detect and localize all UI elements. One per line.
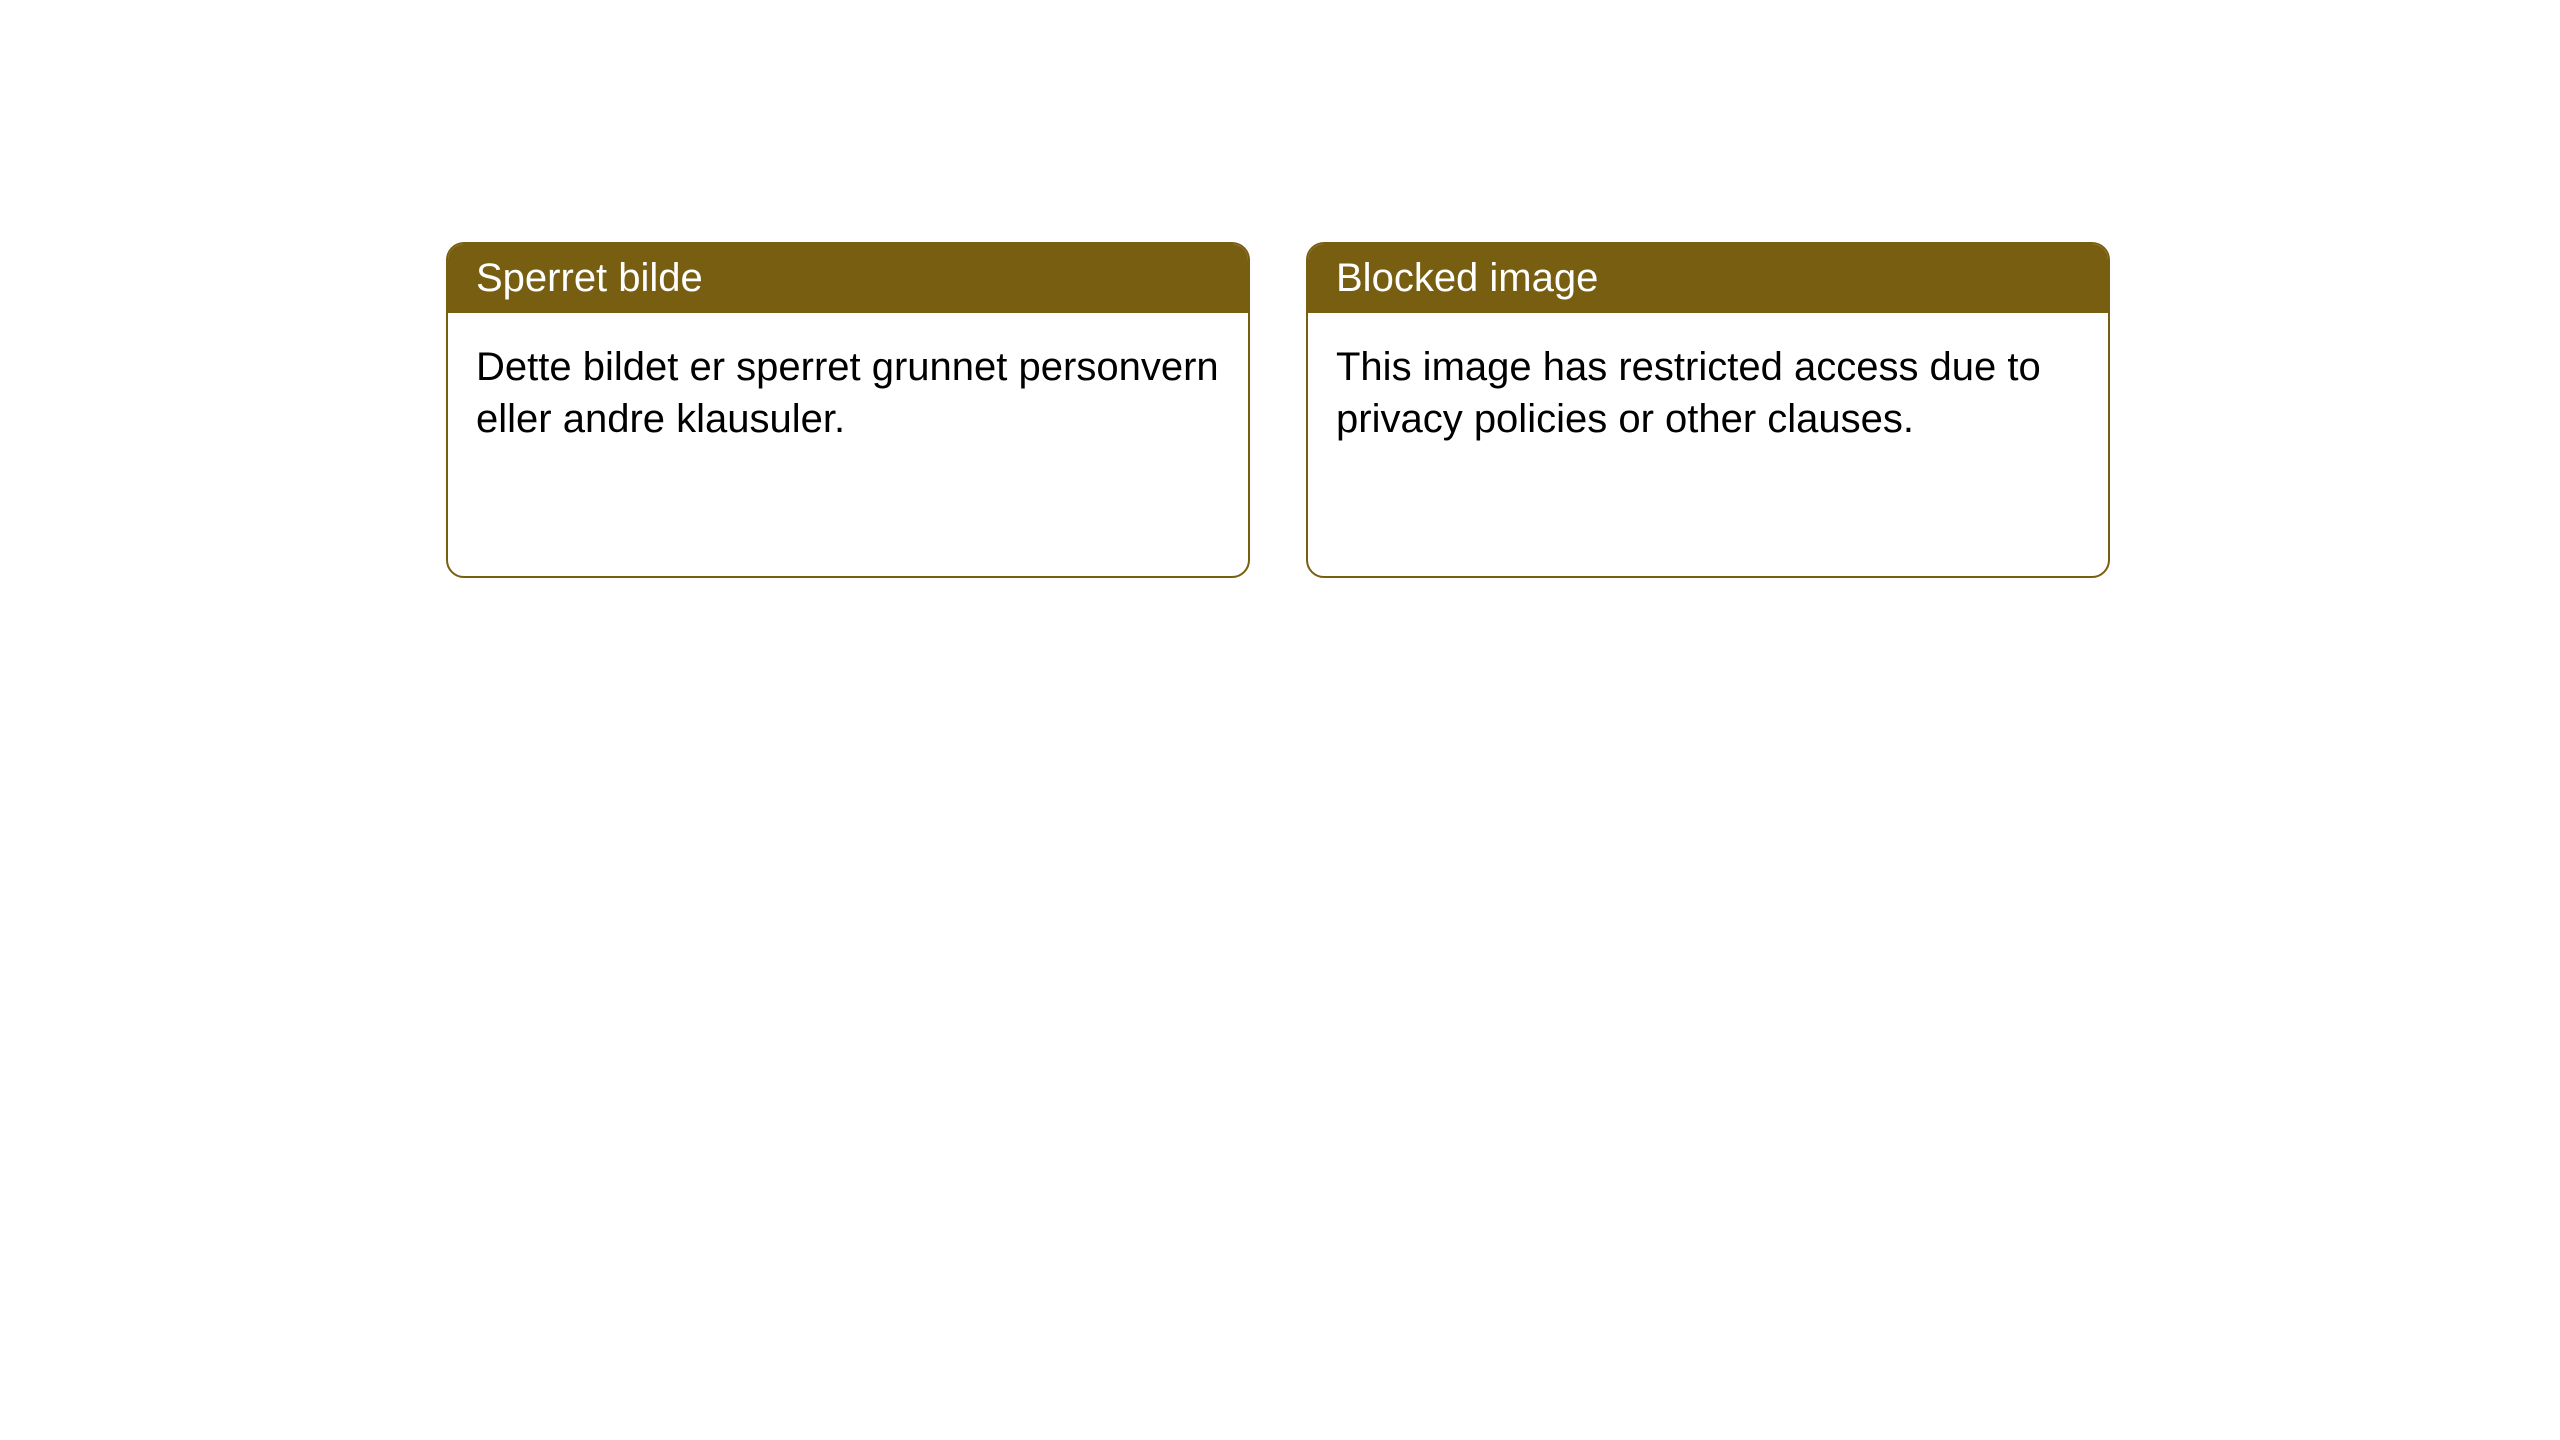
- notice-header: Blocked image: [1308, 244, 2108, 313]
- notice-body-text: Dette bildet er sperret grunnet personve…: [476, 345, 1219, 441]
- notice-body-text: This image has restricted access due to …: [1336, 345, 2041, 441]
- notice-body: Dette bildet er sperret grunnet personve…: [448, 313, 1248, 473]
- notice-title: Sperret bilde: [476, 256, 703, 300]
- notice-card-english: Blocked image This image has restricted …: [1306, 242, 2110, 578]
- notice-title: Blocked image: [1336, 256, 1598, 300]
- notice-header: Sperret bilde: [448, 244, 1248, 313]
- notice-body: This image has restricted access due to …: [1308, 313, 2108, 473]
- notice-container: Sperret bilde Dette bildet er sperret gr…: [446, 242, 2110, 578]
- notice-card-norwegian: Sperret bilde Dette bildet er sperret gr…: [446, 242, 1250, 578]
